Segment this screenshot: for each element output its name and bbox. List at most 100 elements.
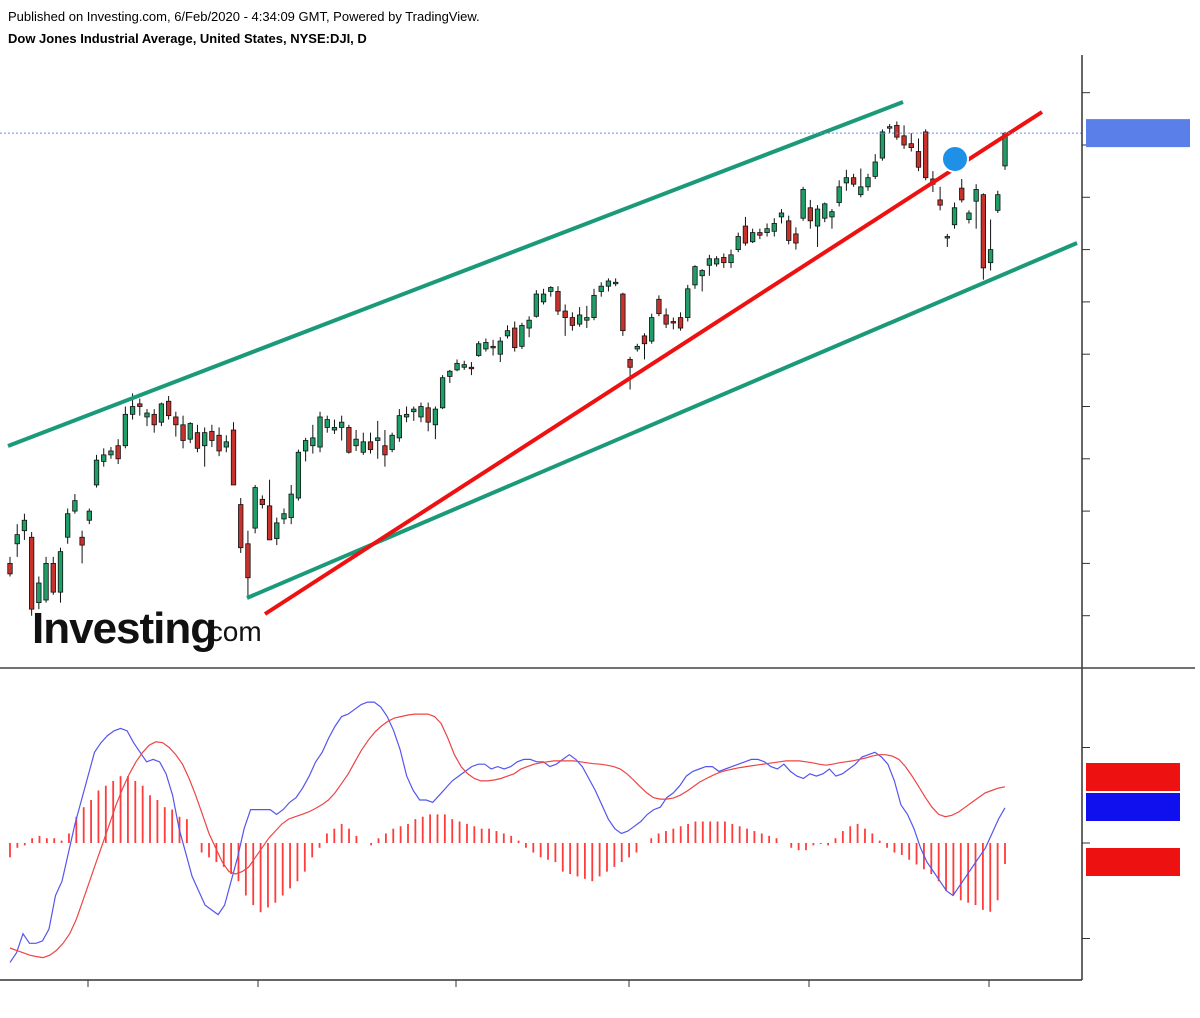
candle	[461, 360, 467, 370]
bull-candle-body	[461, 364, 467, 368]
watermark-suffix: .com	[201, 616, 262, 647]
candle	[57, 547, 64, 603]
bull-candle-body	[317, 416, 323, 448]
candle	[656, 295, 662, 317]
candle	[843, 169, 850, 191]
bull-candle-body	[778, 212, 785, 218]
candle	[375, 420, 381, 459]
lower-channel-line	[246, 241, 1078, 600]
candle	[432, 406, 439, 440]
candle	[937, 186, 943, 211]
bear-candle-body	[901, 135, 907, 146]
signal-value-tag	[1086, 763, 1180, 791]
candle	[476, 341, 482, 357]
bull-candle-body	[843, 177, 850, 184]
candle	[641, 333, 648, 360]
candle	[223, 435, 229, 453]
bear-candle-body	[562, 310, 568, 318]
bull-candle-body	[281, 513, 287, 520]
bull-candle-body	[692, 266, 698, 286]
bull-candle-body	[685, 288, 691, 318]
bull-candle-body	[822, 203, 828, 219]
bull-candle-body	[944, 236, 950, 239]
bull-candle-body	[713, 258, 720, 265]
bear-candle-body	[367, 441, 374, 451]
bull-candle-body	[879, 131, 886, 159]
bear-candle-body	[656, 298, 662, 315]
candle	[562, 304, 568, 336]
bear-candle-body	[757, 232, 763, 236]
candle	[28, 532, 35, 616]
candle	[670, 317, 676, 330]
bear-candle-body	[663, 314, 669, 325]
bull-candle-body	[591, 294, 597, 318]
candle	[951, 202, 958, 229]
bear-candle-body	[266, 505, 273, 541]
bull-candle-body	[86, 510, 92, 521]
histogram-value-tag	[1086, 848, 1180, 876]
bull-candle-body	[447, 370, 453, 377]
bull-candle-body	[403, 413, 410, 418]
bull-candle-body	[706, 258, 713, 266]
candle	[814, 205, 821, 247]
bear-candle-body	[137, 403, 143, 407]
trend-line	[263, 110, 1044, 616]
candle	[165, 396, 172, 420]
signal-line	[9, 713, 1006, 959]
time-axis	[87, 980, 990, 987]
candle	[980, 193, 987, 280]
candle	[497, 337, 503, 363]
candle	[620, 292, 626, 336]
upper-channel-line	[7, 100, 904, 448]
macd-pane	[9, 701, 1180, 963]
candle	[915, 138, 922, 172]
bull-candle-body	[735, 236, 741, 250]
macd-value-tag	[1086, 793, 1180, 821]
candle	[14, 524, 20, 557]
price-axis	[1082, 92, 1090, 617]
candle	[259, 495, 265, 509]
bull-candle-body	[764, 228, 770, 233]
candle	[360, 432, 366, 455]
candle	[807, 199, 813, 229]
bull-candle-body	[101, 454, 107, 462]
bull-candle-body	[295, 451, 302, 499]
candle	[151, 409, 157, 433]
bull-candle-body	[360, 441, 366, 453]
candle	[858, 168, 864, 198]
bull-candle-body	[858, 186, 864, 196]
bull-candle-body	[418, 406, 424, 418]
candle	[786, 215, 792, 245]
bear-candle-body	[79, 536, 85, 546]
candle	[901, 125, 907, 149]
candle	[411, 406, 417, 421]
bear-candle-body	[230, 429, 237, 486]
bull-candle-body	[302, 440, 309, 452]
candle	[663, 308, 669, 329]
candle	[793, 227, 799, 250]
bull-candle-body	[728, 254, 734, 264]
bull-candle-body	[584, 317, 590, 321]
bear-candle-body	[786, 220, 792, 241]
bull-candle-body	[872, 161, 878, 177]
bull-candle-body	[439, 377, 446, 409]
bull-candle-body	[36, 582, 42, 604]
candle	[865, 173, 871, 191]
candle	[483, 338, 489, 352]
bull-candle-body	[353, 438, 359, 447]
candle	[504, 325, 511, 339]
bear-candle-body	[216, 434, 222, 452]
bull-candle-body	[43, 562, 49, 601]
bull-candle-body	[375, 437, 381, 441]
bear-candle-body	[915, 151, 922, 168]
bull-candle-body	[187, 423, 193, 440]
bear-candle-body	[641, 335, 648, 345]
bull-candle-body	[598, 285, 604, 292]
candle	[966, 210, 972, 224]
bear-candle-body	[807, 207, 813, 222]
bear-candle-body	[894, 124, 900, 138]
bull-candle-body	[21, 519, 28, 532]
candle	[829, 209, 835, 229]
drawing-tools[interactable]	[7, 100, 1078, 616]
